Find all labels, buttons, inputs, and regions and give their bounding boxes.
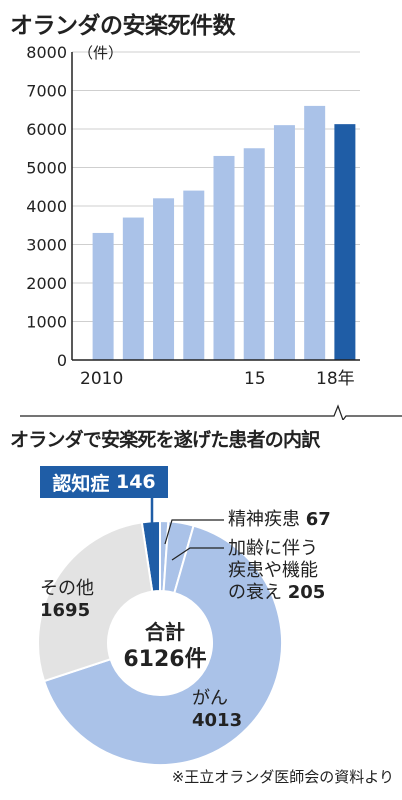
chart-title: オランダの安楽死件数 <box>10 13 236 39</box>
bar-2013 <box>183 190 205 360</box>
y-tick-label: 8000 <box>26 43 67 62</box>
slice-cancer <box>42 524 283 766</box>
aging-label-line2: 疾患や機能 <box>228 560 318 581</box>
y-ticks: 0 1000 2000 3000 4000 5000 6000 7000 8000 <box>26 43 67 370</box>
aging-value: 205 <box>287 582 326 603</box>
bars <box>92 105 356 361</box>
bar-2012 <box>153 198 175 360</box>
dementia-badge: 認知症 146 <box>40 466 168 498</box>
source-note: ※王立オランダ医師会の資料より <box>171 768 394 786</box>
y-tick-label: 0 <box>57 351 67 370</box>
y-tick-label: 1000 <box>26 313 67 332</box>
axis-break-connector <box>20 404 402 420</box>
donut-center: 合計 6126件 <box>120 618 210 674</box>
psychiatric-label: 精神疾患 <box>228 509 300 530</box>
leader-aging <box>171 547 224 561</box>
psychiatric-label-block: 精神疾患 67 <box>228 509 331 531</box>
aging-label-line3: の衰え <box>228 582 282 603</box>
y-tick-label: 5000 <box>26 159 67 178</box>
x-tick-2010: 2010 <box>80 369 123 389</box>
other-value: 1695 <box>40 600 91 621</box>
cancer-label: がん <box>192 688 228 709</box>
bar-15 <box>243 148 265 360</box>
y-tick-label: 4000 <box>26 197 67 216</box>
y-tick-label: 6000 <box>26 120 67 139</box>
aging-label-line3-block: の衰え 205 <box>228 582 325 604</box>
bar-2016 <box>273 125 295 361</box>
y-tick-label: 7000 <box>26 82 67 101</box>
cancer-value: 4013 <box>192 710 243 731</box>
other-label: その他 <box>40 578 94 599</box>
x-tick-18: 18年 <box>316 369 355 389</box>
bar-2010 <box>92 232 114 360</box>
bar-2014 <box>213 155 235 360</box>
leader-psychiatric <box>164 519 224 545</box>
dementia-value: 146 <box>115 471 156 493</box>
donut-slices <box>37 519 283 766</box>
total-label: 合計 <box>145 620 185 644</box>
dementia-label: 認知症 <box>52 472 110 495</box>
y-tick-label: 2000 <box>26 274 67 293</box>
bar-18年 <box>334 124 356 360</box>
bar-2011 <box>122 217 144 360</box>
total-value: 6126件 <box>123 647 207 672</box>
aging-label-line1: 加齢に伴う <box>228 538 318 559</box>
bar-2017 <box>304 105 326 361</box>
aging-label-block: 加齢に伴う 疾患や機能 の衰え 205 <box>228 538 325 604</box>
cancer-label-block: がん 4013 <box>192 688 242 732</box>
y-tick-label: 3000 <box>26 236 67 255</box>
other-label-block: その他 1695 <box>40 578 94 622</box>
x-tick-15: 15 <box>244 369 266 389</box>
pie-title: オランダで安楽死を遂げた患者の内訳 <box>10 429 320 451</box>
psychiatric-value: 67 <box>305 509 331 530</box>
slice-other <box>37 521 154 683</box>
unit-label: （件） <box>78 44 123 62</box>
bar-chart: 0 1000 2000 3000 4000 5000 6000 7000 8000 （件） 20… <box>20 43 402 420</box>
